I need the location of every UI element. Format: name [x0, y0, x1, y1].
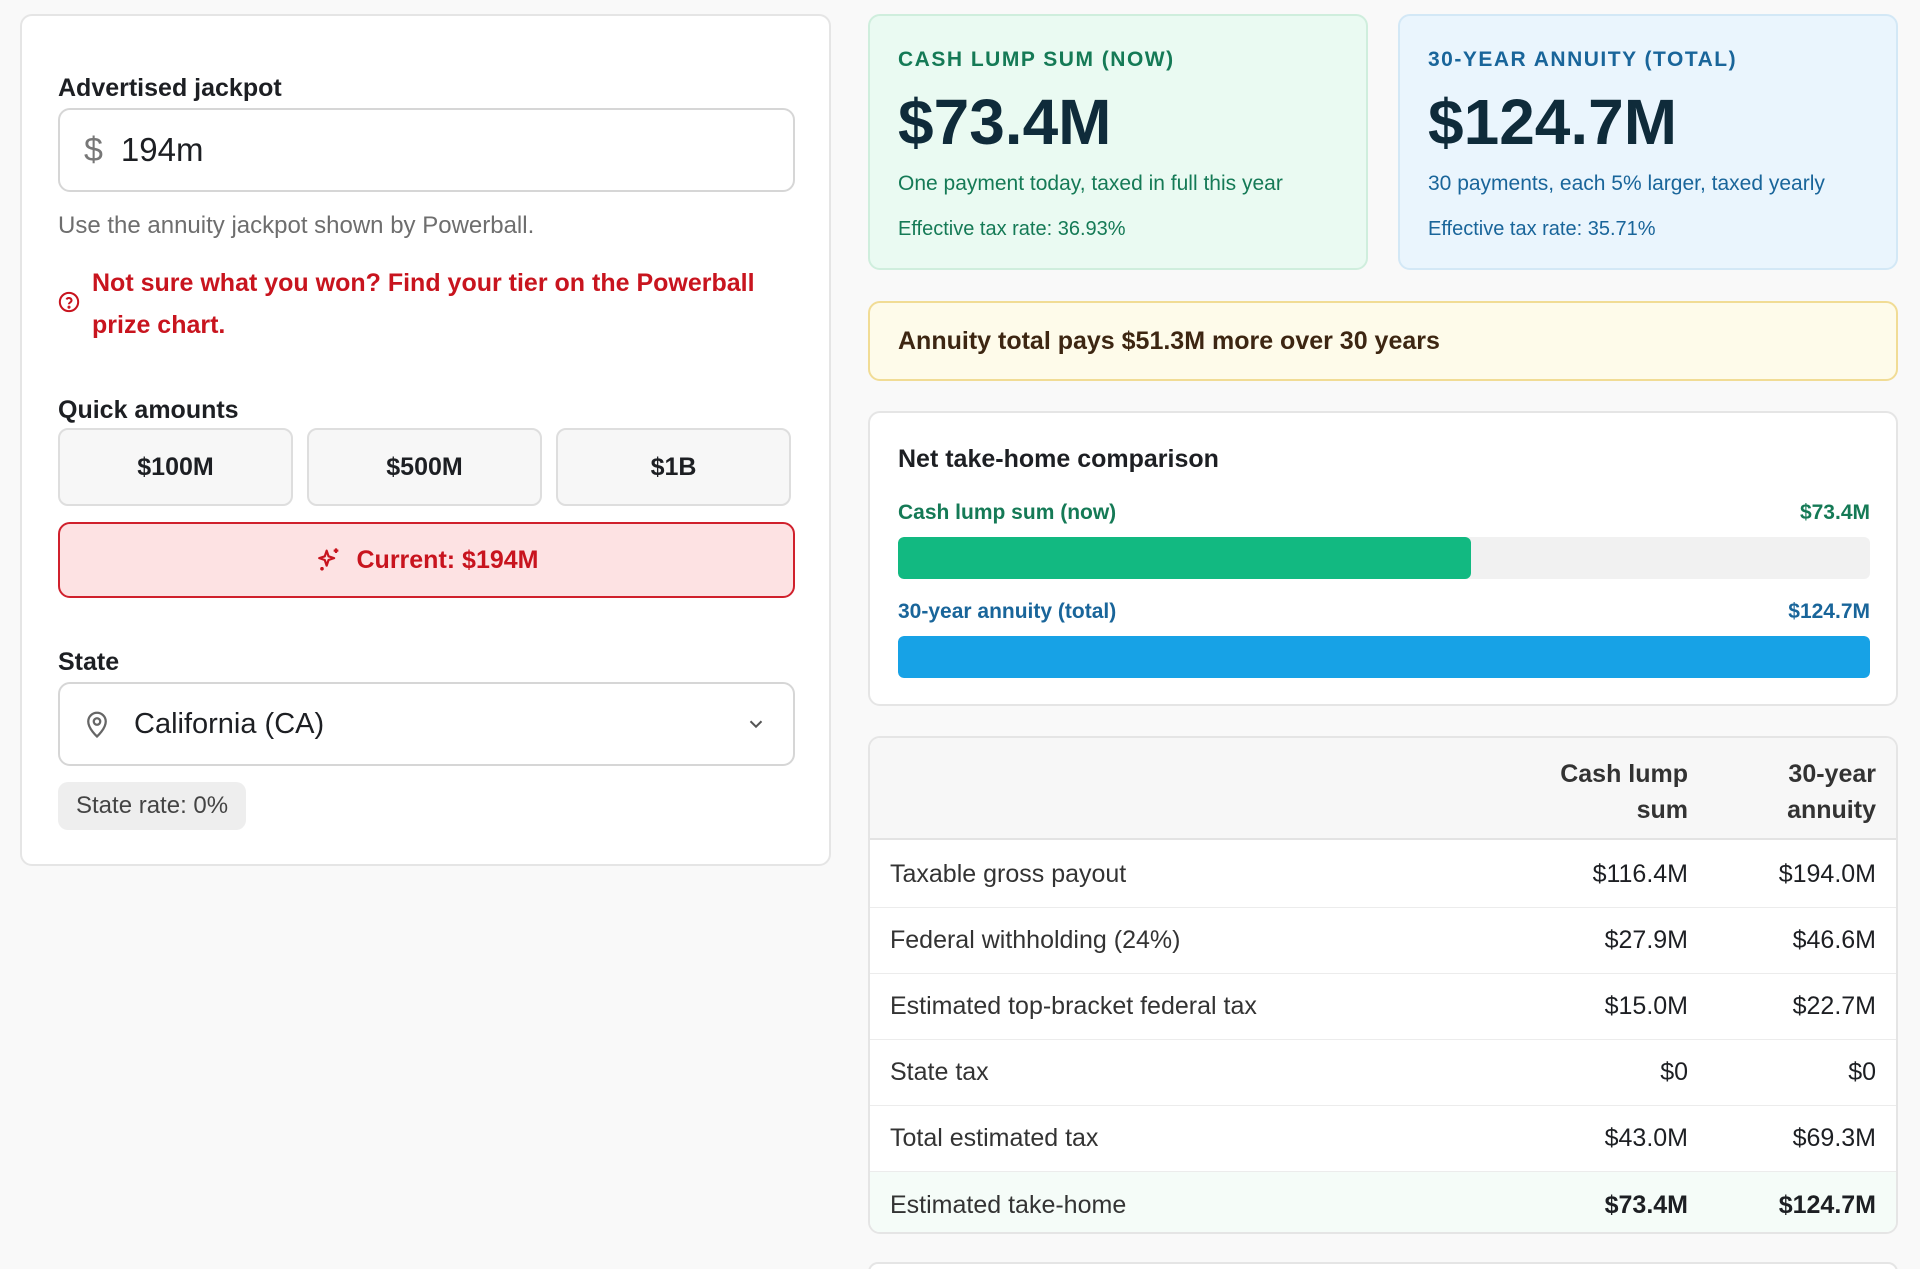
comparison-title: Net take-home comparison	[898, 445, 1219, 473]
jackpot-hint: Use the annuity jackpot shown by Powerba…	[58, 212, 535, 239]
header-annuity: 30-year annuity	[1787, 760, 1876, 824]
annuity-bar-value: $124.7M	[1788, 600, 1870, 623]
quick-1b-button[interactable]: $1B	[556, 428, 791, 506]
cash-bar-value: $73.4M	[1799, 501, 1870, 524]
state-selected-value: California (CA)	[134, 707, 325, 740]
cash-card-description: One payment today, taxed in full this ye…	[898, 172, 1283, 195]
annuity-bar-label: 30-year annuity (total)	[898, 600, 1117, 623]
annuity-bar-row: 30-year annuity (total) $124.7M	[898, 600, 1870, 678]
input-panel: Advertised jackpot $ 194m Use the annuit…	[20, 14, 831, 866]
annuity-card-title: 30-YEAR ANNUITY (TOTAL)	[1428, 48, 1738, 71]
annuity-bar-fill	[898, 636, 1870, 678]
state-label: State	[58, 648, 120, 676]
table-row: State tax $0 $0	[870, 1040, 1896, 1106]
row-label: Taxable gross payout	[890, 860, 1127, 888]
table-row: Total estimated tax $43.0M $69.3M	[870, 1106, 1896, 1172]
row-cash-value: $0	[1660, 1058, 1688, 1086]
row-annuity-value: $0	[1848, 1058, 1876, 1086]
jackpot-input[interactable]: $ 194m	[58, 108, 795, 192]
cash-bar-label: Cash lump sum (now)	[898, 501, 1117, 524]
row-cash-value: $73.4M	[1604, 1190, 1688, 1219]
current-amount-text: Current: $194M	[356, 545, 539, 574]
quick-amounts: $100M $500M $1B	[58, 428, 791, 506]
dollar-icon: $	[84, 130, 103, 169]
table-row: Taxable gross payout $116.4M $194.0M	[870, 842, 1896, 908]
cash-bar-track	[898, 537, 1870, 579]
cash-card-rate: Effective tax rate: 36.93%	[898, 218, 1126, 240]
cash-summary-card: CASH LUMP SUM (NOW) $73.4M One payment t…	[868, 14, 1368, 270]
table-header: Cash lump sum 30-year annuity	[870, 738, 1896, 840]
breakdown-table: Cash lump sum 30-year annuity Taxable gr…	[868, 736, 1898, 1234]
jackpot-label: Advertised jackpot	[58, 74, 282, 102]
current-amount-button[interactable]: Current: $194M	[58, 522, 795, 598]
row-cash-value: $43.0M	[1604, 1124, 1688, 1152]
row-cash-value: $15.0M	[1604, 992, 1688, 1020]
state-select[interactable]: California (CA)	[58, 682, 795, 766]
annuity-summary-card: 30-YEAR ANNUITY (TOTAL) $124.7M 30 payme…	[1398, 14, 1898, 270]
map-pin-icon	[87, 711, 107, 739]
row-cash-value: $116.4M	[1592, 860, 1688, 888]
prize-chart-link-text[interactable]: Not sure what you won? Find your tier on…	[92, 269, 755, 339]
row-annuity-value: $194.0M	[1778, 860, 1876, 888]
annuity-card-rate: Effective tax rate: 35.71%	[1428, 218, 1656, 240]
jackpot-value[interactable]: 194m	[120, 131, 204, 168]
state-rate-badge: State rate: 0%	[58, 782, 247, 830]
row-label: Estimated top-bracket federal tax	[890, 992, 1257, 1020]
annuity-bar-track	[898, 636, 1870, 678]
row-label: Estimated take-home	[890, 1190, 1127, 1219]
row-cash-value: $27.9M	[1604, 926, 1688, 954]
annuity-card-amount: $124.7M	[1428, 86, 1678, 158]
prize-chart-link[interactable]: Not sure what you won? Find your tier on…	[58, 262, 778, 346]
row-annuity-value: $124.7M	[1778, 1190, 1876, 1219]
row-annuity-value: $46.6M	[1792, 926, 1876, 954]
row-label: Federal withholding (24%)	[890, 926, 1181, 954]
chevron-down-icon	[749, 720, 763, 729]
row-annuity-value: $22.7M	[1792, 992, 1876, 1020]
quick-500m-button[interactable]: $500M	[307, 428, 542, 506]
cash-card-amount: $73.4M	[898, 86, 1112, 158]
row-label: Total estimated tax	[890, 1124, 1099, 1152]
table-row: Estimated top-bracket federal tax $15.0M…	[870, 974, 1896, 1040]
help-circle-icon	[58, 291, 80, 313]
quick-100m-button[interactable]: $100M	[58, 428, 293, 506]
cash-bar-row: Cash lump sum (now) $73.4M	[898, 501, 1870, 579]
header-cash: Cash lump sum	[1560, 760, 1688, 824]
difference-banner: Annuity total pays $51.3M more over 30 y…	[868, 301, 1898, 381]
next-card-edge	[868, 1262, 1898, 1269]
sparkles-icon	[317, 548, 338, 571]
annuity-card-description: 30 payments, each 5% larger, taxed yearl…	[1428, 172, 1825, 195]
table-row-total: Estimated take-home $73.4M $124.7M	[870, 1172, 1896, 1232]
cash-card-title: CASH LUMP SUM (NOW)	[898, 48, 1175, 71]
quick-amounts-label: Quick amounts	[58, 396, 239, 424]
table-row: Federal withholding (24%) $27.9M $46.6M	[870, 908, 1896, 974]
cash-bar-fill	[898, 537, 1471, 579]
row-label: State tax	[890, 1058, 989, 1086]
comparison-card: Net take-home comparison Cash lump sum (…	[868, 411, 1898, 706]
row-annuity-value: $69.3M	[1792, 1124, 1876, 1152]
